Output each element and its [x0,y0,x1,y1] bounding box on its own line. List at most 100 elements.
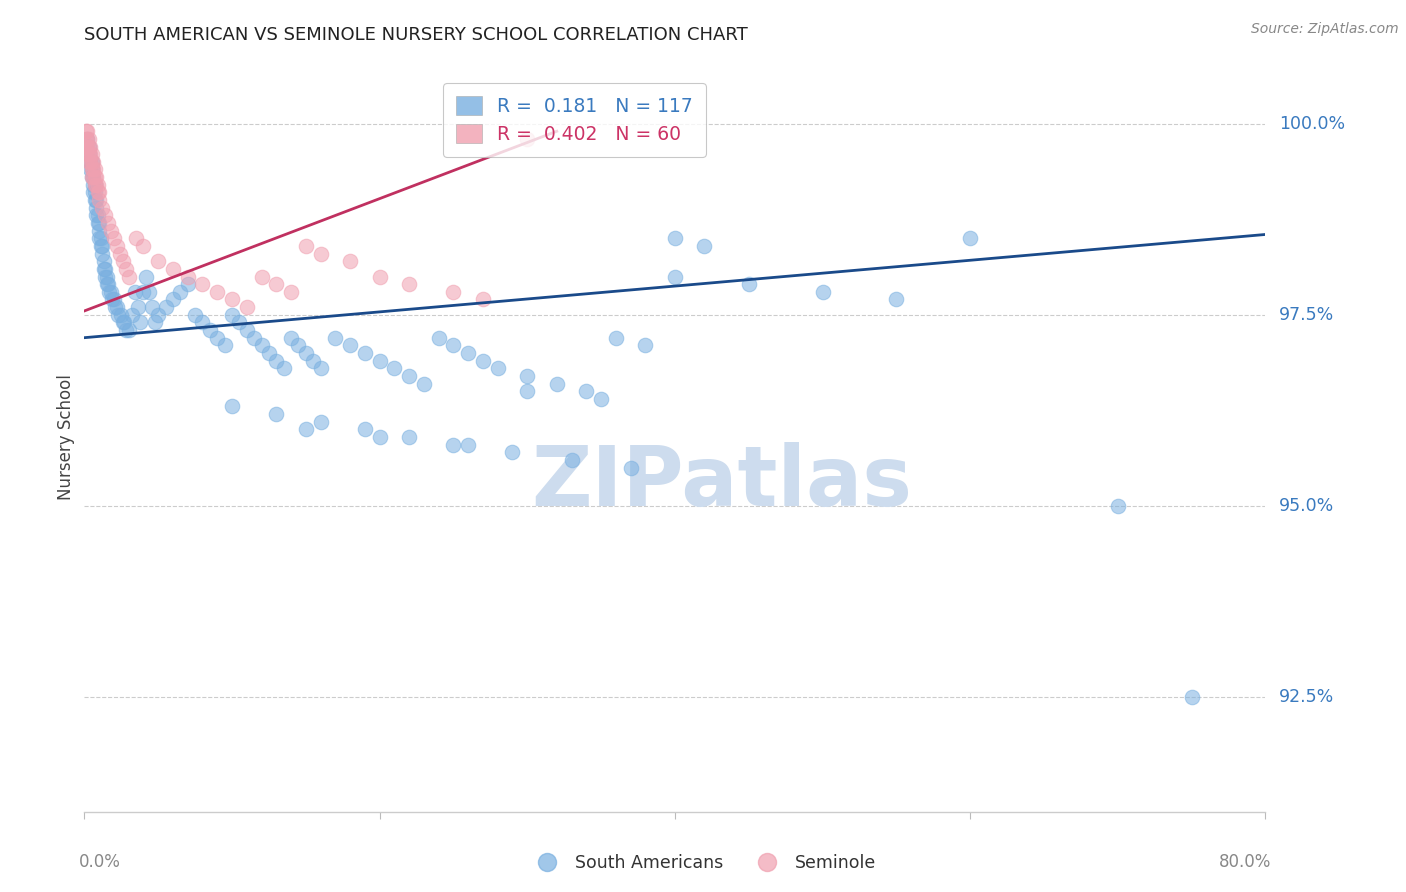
Point [108,246,131,260]
Point [100,285,122,299]
Point [811,285,834,299]
Point [266,277,288,292]
Point [516,384,538,399]
Point [273,361,295,376]
Point [398,430,420,444]
Point [575,384,598,399]
Point [84,193,107,207]
Point [295,346,318,360]
Point [83,178,105,192]
Point [118,323,141,337]
Point [620,460,643,475]
Point [77,132,100,146]
Point [97,216,120,230]
Point [105,300,128,314]
Point [114,323,136,337]
Point [84,201,107,215]
Point [1107,499,1129,513]
Point [80,170,103,185]
Point [1181,690,1204,704]
Point [457,346,479,360]
Point [80,147,103,161]
Point [221,293,243,307]
Point [79,154,101,169]
Point [96,277,118,292]
Point [141,300,163,314]
Point [664,269,686,284]
Point [98,285,121,299]
Point [86,178,108,192]
Point [110,308,132,322]
Point [86,186,108,200]
Point [591,392,613,406]
Text: 80.0%: 80.0% [1219,853,1271,871]
Point [127,300,149,314]
Point [169,285,191,299]
Point [516,132,538,146]
Point [104,300,127,314]
Point [77,154,100,169]
Point [132,285,155,299]
Point [472,353,495,368]
Text: 95.0%: 95.0% [1279,497,1334,515]
Point [243,331,266,345]
Point [83,178,105,192]
Text: 97.5%: 97.5% [1279,306,1334,324]
Point [129,315,152,329]
Point [280,331,302,345]
Text: 0.0%: 0.0% [79,853,121,871]
Point [124,285,146,299]
Point [76,132,98,146]
Point [443,285,465,299]
Point [325,331,347,345]
Point [959,231,981,245]
Point [97,277,120,292]
Point [457,438,479,452]
Text: Source: ZipAtlas.com: Source: ZipAtlas.com [1251,22,1399,37]
Point [138,285,160,299]
Point [96,269,118,284]
Point [398,277,420,292]
Point [339,338,361,352]
Text: 100.0%: 100.0% [1279,114,1346,133]
Point [266,353,288,368]
Point [280,285,302,299]
Point [100,224,122,238]
Point [90,239,112,253]
Point [87,216,111,230]
Point [693,239,716,253]
Point [94,261,117,276]
Point [443,438,465,452]
Point [162,293,184,307]
Point [546,376,568,391]
Point [236,300,259,314]
Point [80,170,103,185]
Point [354,422,377,436]
Point [82,162,104,177]
Point [121,308,143,322]
Point [413,376,436,391]
Point [82,170,104,185]
Legend: South Americans, Seminole: South Americans, Seminole [523,847,883,879]
Point [177,269,200,284]
Point [87,193,111,207]
Point [368,430,391,444]
Point [94,269,117,284]
Point [77,139,100,153]
Point [75,132,97,146]
Point [184,308,207,322]
Point [101,293,124,307]
Point [339,254,361,268]
Point [266,407,288,421]
Point [87,224,111,238]
Point [191,277,214,292]
Point [236,323,259,337]
Point [77,139,100,153]
Point [90,231,112,245]
Point [561,453,583,467]
Point [221,400,243,414]
Point [82,170,104,185]
Point [605,331,627,345]
Point [302,353,325,368]
Point [148,254,170,268]
